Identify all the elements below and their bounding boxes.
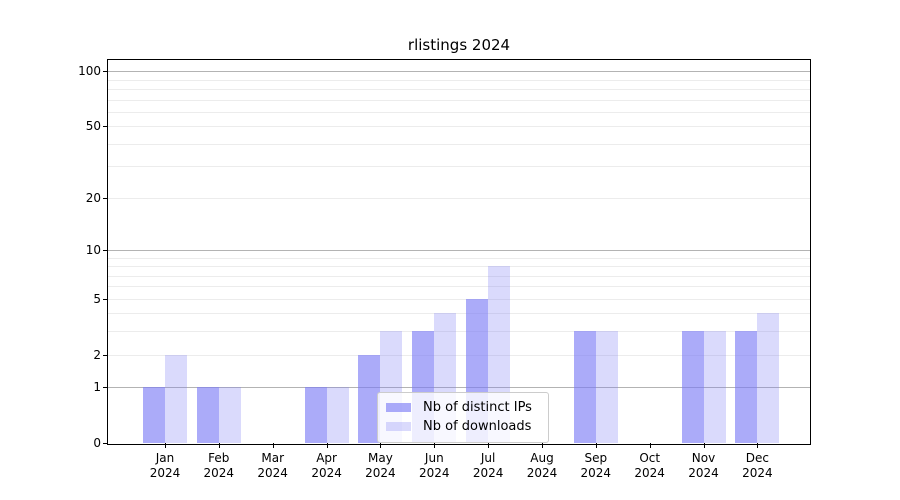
x-tick-mark <box>595 443 597 448</box>
x-tick-label: Feb 2024 <box>203 451 235 480</box>
legend-label-distinct-ips: Nb of distinct IPs <box>423 399 532 415</box>
x-tick-mark <box>434 443 436 448</box>
y-tick-mark <box>103 71 108 73</box>
minor-gridline <box>108 266 810 267</box>
legend-row-downloads: Nb of downloads <box>386 417 540 436</box>
minor-gridline <box>108 354 810 356</box>
x-tick-label: Dec 2024 <box>742 451 773 480</box>
legend-swatch-downloads <box>386 422 411 431</box>
y-tick-label: 1 <box>93 380 101 395</box>
y-tick-label: 0 <box>93 436 101 450</box>
x-tick-mark <box>542 443 543 448</box>
legend-swatch-distinct-ips <box>386 403 411 412</box>
y-tick-label: 100 <box>78 64 101 79</box>
minor-gridline <box>108 111 810 113</box>
bar-distinct-ips-dec <box>735 331 758 443</box>
y-tick-mark <box>103 298 108 300</box>
x-tick-label: Jul 2024 <box>472 451 504 480</box>
y-tick-mark <box>103 387 108 389</box>
minor-gridline <box>108 275 810 277</box>
x-tick-mark <box>380 443 382 448</box>
y-tick-mark <box>103 126 108 128</box>
legend-label-downloads: Nb of downloads <box>423 418 532 434</box>
major-gridline <box>108 249 810 251</box>
x-tick-mark <box>488 443 490 448</box>
x-tick-mark <box>703 443 705 448</box>
y-tick-label: 50 <box>85 119 101 134</box>
x-tick-mark <box>272 443 274 448</box>
x-tick-mark <box>218 443 220 448</box>
bar-distinct-ips-nov <box>681 331 704 443</box>
y-tick-mark <box>103 197 108 199</box>
x-tick-mark <box>165 443 166 448</box>
x-tick-mark <box>326 443 328 448</box>
legend-row-distinct-ips: Nb of distinct IPs <box>386 398 540 417</box>
legend: Nb of distinct IPs Nb of downloads <box>377 392 549 443</box>
x-tick-mark <box>649 443 651 448</box>
minor-gridline <box>108 331 810 333</box>
x-tick-label: Jun 2024 <box>419 451 450 480</box>
y-tick-label: 20 <box>85 190 101 205</box>
minor-gridline <box>108 79 810 81</box>
y-tick-label: 10 <box>85 242 101 257</box>
minor-gridline <box>108 126 810 128</box>
y-tick-label: 2 <box>93 347 101 362</box>
bar-distinct-ips-sep <box>573 331 596 443</box>
bar-distinct-ips-apr <box>304 387 327 443</box>
bar-downloads-feb <box>218 387 241 443</box>
minor-gridline <box>108 143 810 145</box>
minor-gridline <box>108 298 810 300</box>
bar-downloads-sep <box>595 331 618 443</box>
x-tick-label: Jan 2024 <box>149 451 181 480</box>
bar-downloads-nov <box>703 331 726 443</box>
y-tick-mark <box>103 249 108 251</box>
y-tick-label: 5 <box>93 291 101 306</box>
minor-gridline <box>108 166 810 168</box>
x-tick-label: Nov 2024 <box>688 451 719 480</box>
x-tick-label: Oct 2024 <box>634 451 665 480</box>
y-tick-mark <box>103 354 108 356</box>
x-tick-label: May 2024 <box>365 451 396 480</box>
minor-gridline <box>108 313 810 315</box>
minor-gridline <box>108 99 810 101</box>
minor-gridline <box>108 286 810 288</box>
x-tick-label: Aug 2024 <box>526 451 558 480</box>
bar-distinct-ips-may <box>358 354 381 443</box>
bar-downloads-dec <box>757 313 780 443</box>
x-tick-label: Mar 2024 <box>257 451 288 480</box>
minor-gridline <box>108 88 810 90</box>
x-tick-label: Sep 2024 <box>580 451 612 480</box>
minor-gridline <box>108 257 810 259</box>
y-tick-mark <box>103 443 108 444</box>
major-gridline <box>108 71 810 73</box>
chart-title: rlistings 2024 <box>407 36 511 54</box>
bar-distinct-ips-feb <box>196 387 219 443</box>
bar-downloads-jan <box>165 354 187 443</box>
bar-distinct-ips-jan <box>143 387 165 443</box>
x-tick-label: Apr 2024 <box>311 451 342 480</box>
major-gridline <box>108 387 810 389</box>
x-tick-mark <box>757 443 759 448</box>
minor-gridline <box>108 197 810 199</box>
bar-downloads-apr <box>326 387 349 443</box>
